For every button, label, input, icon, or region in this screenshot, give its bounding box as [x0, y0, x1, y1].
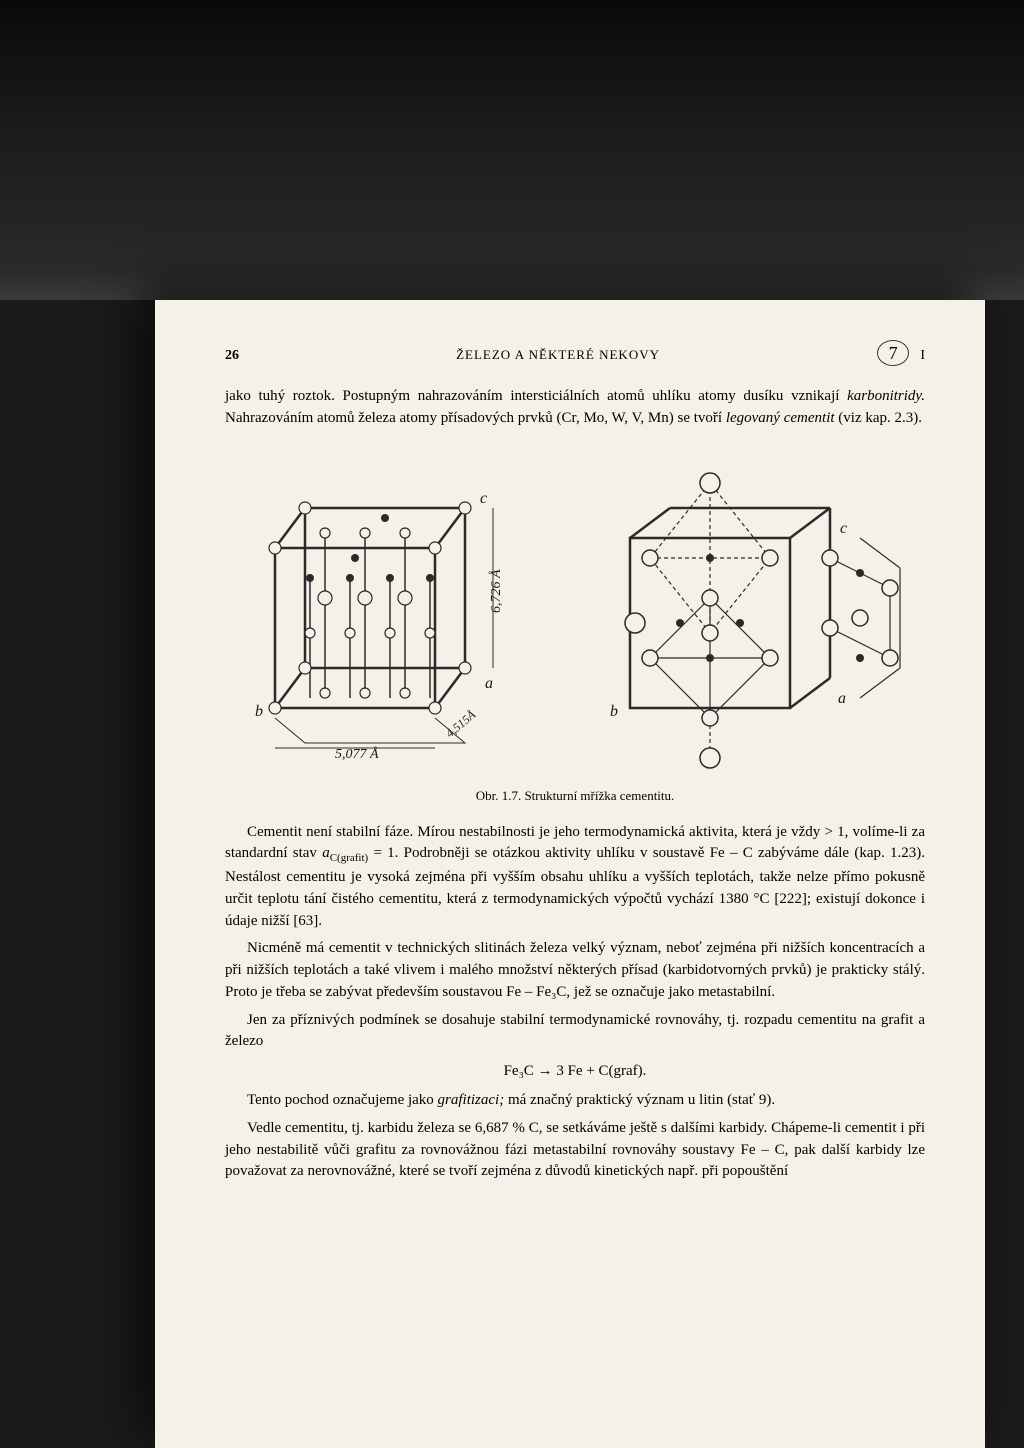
p1-text-c: (viz kap. 2.3). — [835, 410, 922, 426]
paragraph-5: Tento pochod označujeme jako grafitizaci… — [225, 1090, 925, 1112]
p2-subscript: C(grafit) — [330, 852, 368, 864]
figure-area: b a c 5,077 Å 4,515Å 6,726 Å — [225, 448, 925, 778]
header-marks: 7 I — [877, 340, 925, 366]
svg-text:a: a — [838, 690, 846, 707]
equation: Fe₃C → 3 Fe + C(graf). — [225, 1063, 925, 1080]
handwritten-mark: 7 — [877, 340, 909, 366]
crystal-structure-right: b c a — [575, 458, 925, 778]
p1-italic-1: karbonitridy. — [847, 388, 925, 404]
fig-label-c: c — [480, 490, 487, 507]
fig-label-b: b — [255, 703, 263, 720]
p1-text-a: jako tuhý roztok. Postupným nahrazováním… — [225, 388, 847, 404]
paragraph-2: Cementit není stabilní fáze. Mírou nesta… — [225, 822, 925, 933]
p1-italic-2: legovaný cementit — [726, 410, 835, 426]
page-number: 26 — [225, 348, 239, 364]
scanner-background: 26 ŽELEZO A NĚKTERÉ NEKOVY 7 I jako tuhý… — [0, 0, 1024, 1448]
svg-text:c: c — [840, 520, 847, 537]
p5-text-b: má značný praktický význam u litin (stať… — [504, 1092, 775, 1108]
paragraph-4: Jen za příznivých podmínek se dosahuje s… — [225, 1010, 925, 1054]
paragraph-3: Nicméně má cementit v technických slitin… — [225, 938, 925, 1003]
page-header: 26 ŽELEZO A NĚKTERÉ NEKOVY 7 I — [225, 340, 925, 366]
column-mark: I — [920, 348, 925, 363]
page-title: ŽELEZO A NĚKTERÉ NEKOVY — [239, 347, 877, 363]
crystal-structure-left: b a c 5,077 Å 4,515Å 6,726 Å — [225, 458, 575, 778]
p2-var: a — [322, 845, 330, 861]
svg-text:b: b — [610, 703, 618, 720]
p1-text-b: Nahrazováním atomů železa atomy přísadov… — [225, 410, 726, 426]
fig-label-a: a — [485, 675, 493, 692]
fig-dim-c: 6,726 Å — [488, 569, 504, 613]
fig-dim-b: 4,515Å — [443, 707, 479, 740]
figure-caption: Obr. 1.7. Strukturní mřížka cementitu. — [225, 788, 925, 804]
paragraph-1: jako tuhý roztok. Postupným nahrazováním… — [225, 386, 925, 430]
page: 26 ŽELEZO A NĚKTERÉ NEKOVY 7 I jako tuhý… — [155, 300, 985, 1448]
p5-italic: grafitizaci; — [438, 1092, 505, 1108]
paragraph-6: Vedle cementitu, tj. karbidu železa se 6… — [225, 1118, 925, 1183]
p5-text-a: Tento pochod označujeme jako — [247, 1092, 438, 1108]
